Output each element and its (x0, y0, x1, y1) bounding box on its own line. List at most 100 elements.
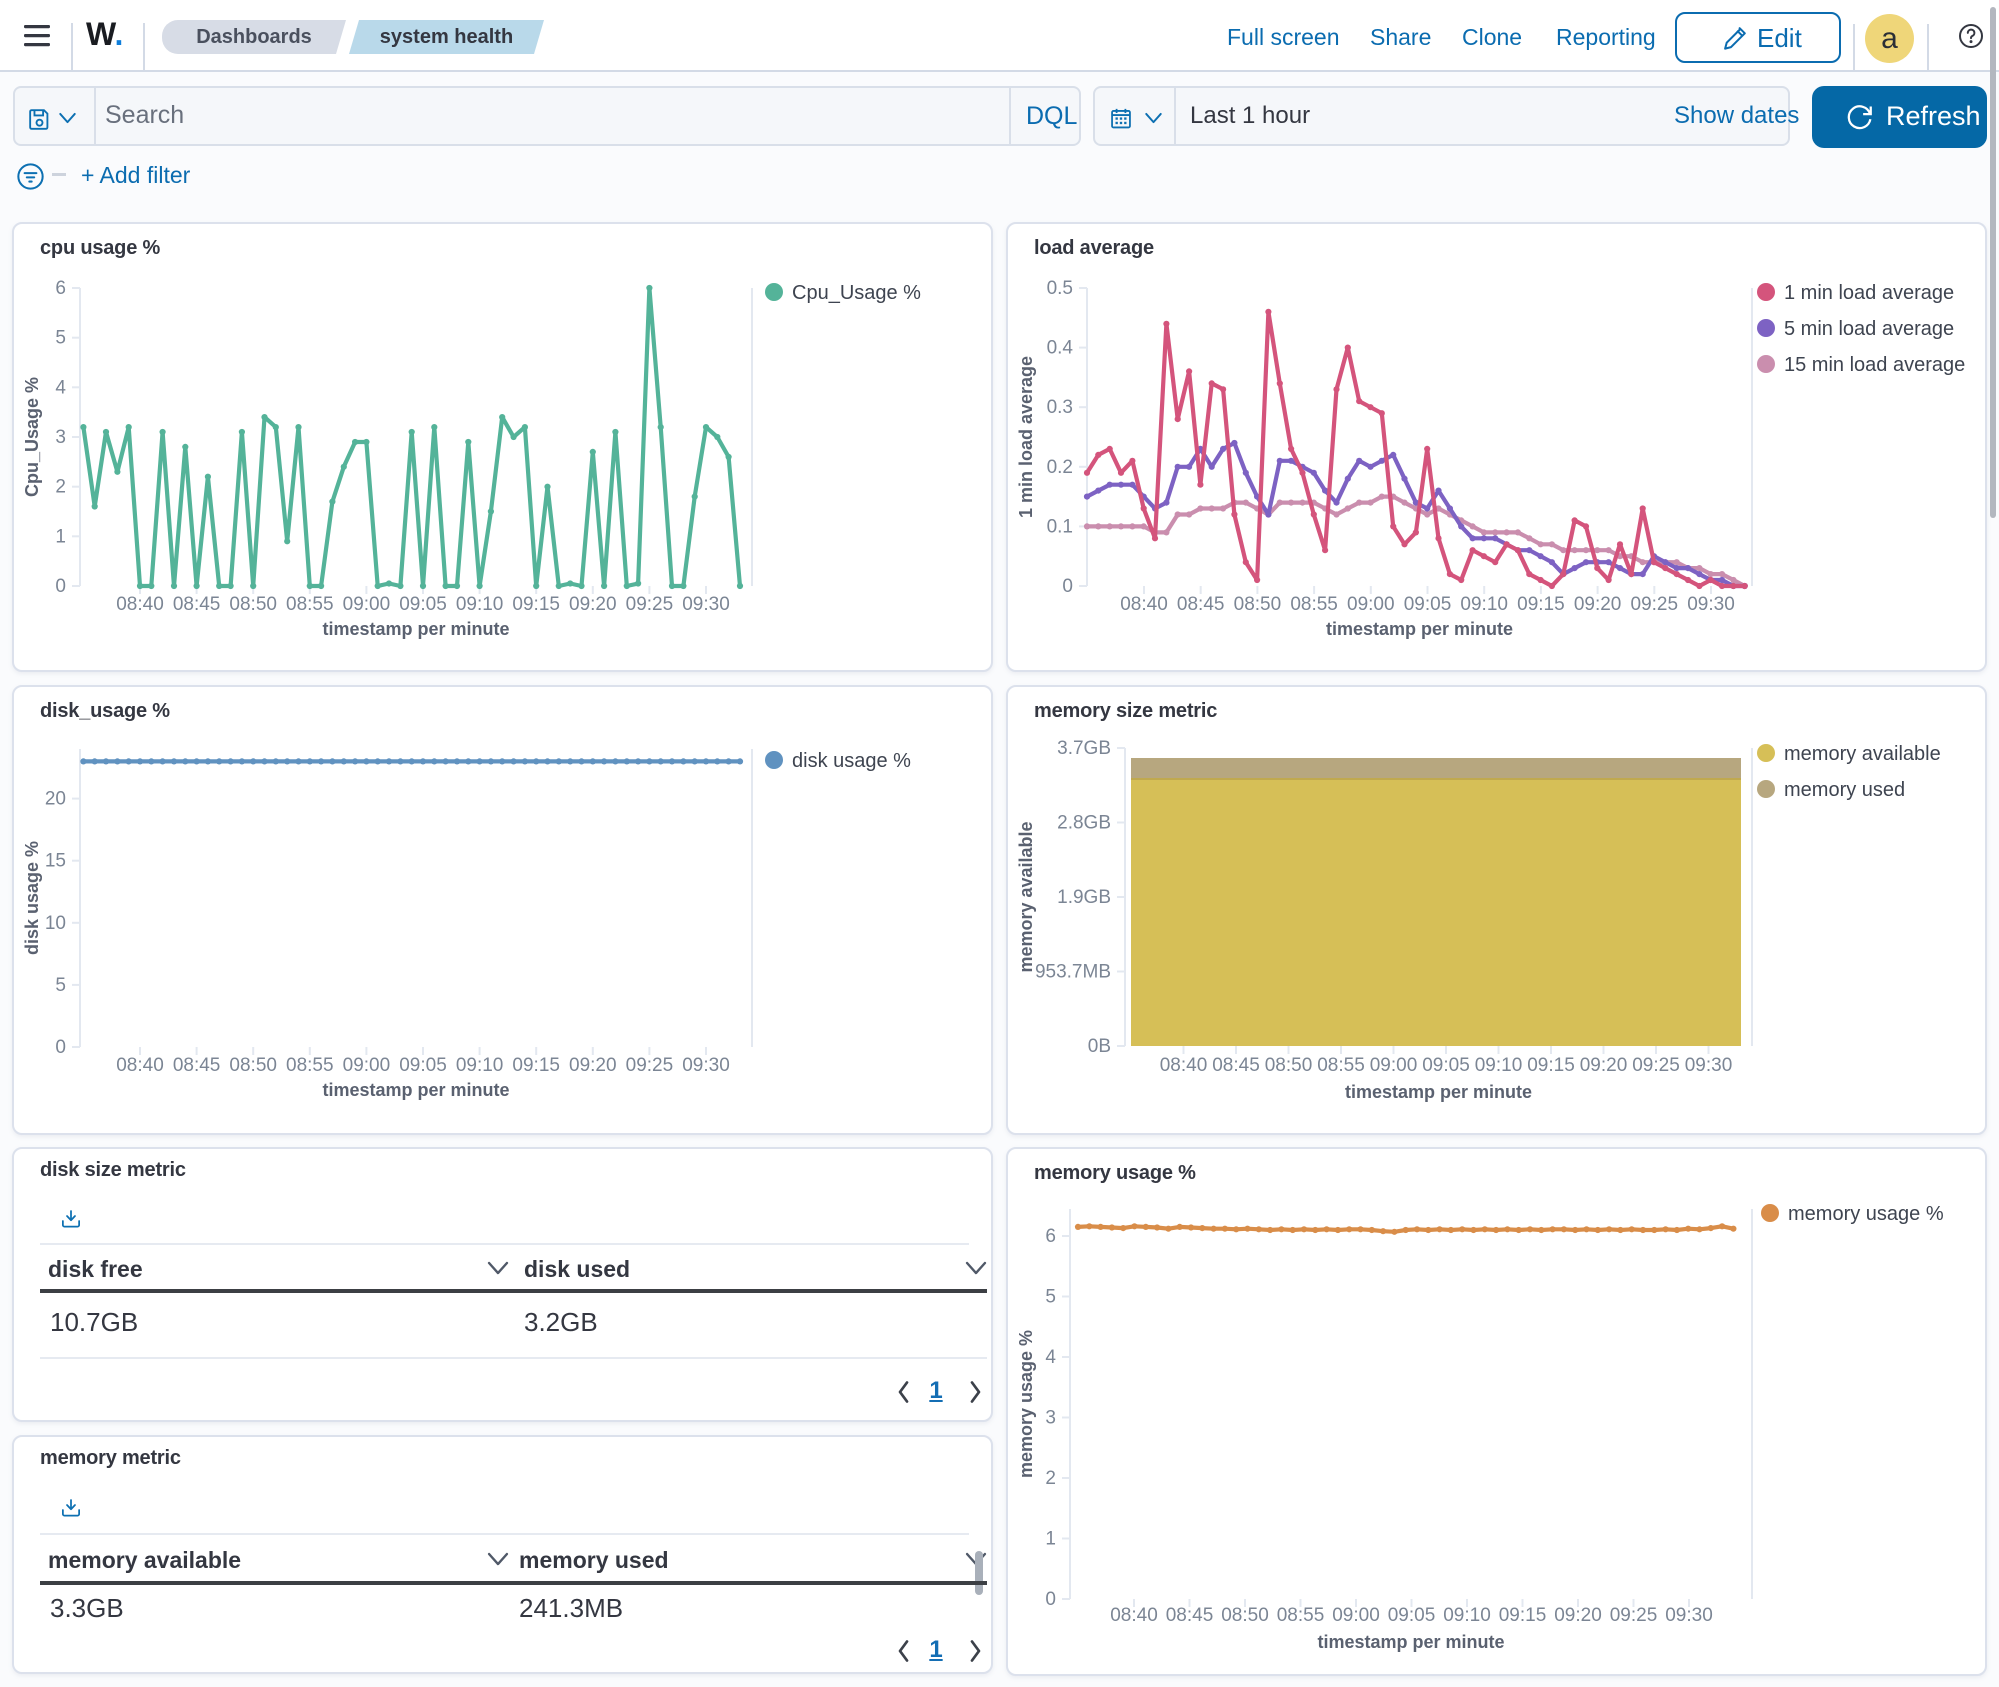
svg-text:09:20: 09:20 (569, 1055, 617, 1076)
svg-text:2.8GB: 2.8GB (1057, 813, 1111, 834)
svg-text:5: 5 (55, 328, 66, 349)
svg-text:08:40: 08:40 (1110, 1605, 1158, 1626)
svg-text:09:15: 09:15 (512, 1055, 560, 1076)
svg-text:memory usage %: memory usage % (1788, 1203, 1944, 1225)
svg-text:08:45: 08:45 (173, 1055, 221, 1076)
svg-text:3: 3 (1045, 1408, 1056, 1429)
svg-text:memory used: memory used (1784, 779, 1905, 801)
svg-text:1.9GB: 1.9GB (1057, 887, 1111, 908)
svg-text:5: 5 (55, 975, 66, 996)
svg-text:08:55: 08:55 (286, 1055, 334, 1076)
svg-text:09:20: 09:20 (1554, 1605, 1602, 1626)
svg-text:1 min load average: 1 min load average (1016, 356, 1036, 518)
svg-text:5: 5 (1045, 1287, 1056, 1308)
svg-text:0.3: 0.3 (1047, 397, 1073, 418)
svg-text:09:10: 09:10 (1443, 1605, 1491, 1626)
svg-text:09:05: 09:05 (1422, 1055, 1470, 1076)
svg-text:09:00: 09:00 (1370, 1055, 1418, 1076)
svg-text:09:25: 09:25 (1610, 1605, 1658, 1626)
svg-text:09:30: 09:30 (1687, 594, 1735, 615)
svg-text:09:15: 09:15 (1527, 1055, 1575, 1076)
svg-text:09:20: 09:20 (569, 594, 617, 615)
svg-text:09:05: 09:05 (399, 1055, 447, 1076)
svg-text:2: 2 (1045, 1468, 1056, 1489)
svg-text:0.4: 0.4 (1047, 338, 1074, 359)
svg-text:09:05: 09:05 (1388, 1605, 1436, 1626)
svg-text:08:50: 08:50 (229, 594, 277, 615)
svg-text:memory available: memory available (1016, 821, 1036, 972)
svg-text:timestamp per minute: timestamp per minute (1317, 1632, 1504, 1652)
svg-text:953.7MB: 953.7MB (1035, 962, 1111, 983)
svg-text:0.5: 0.5 (1047, 278, 1073, 299)
svg-text:20: 20 (45, 789, 66, 810)
svg-text:2: 2 (55, 477, 66, 498)
svg-text:09:00: 09:00 (1347, 594, 1395, 615)
svg-text:09:05: 09:05 (399, 594, 447, 615)
svg-text:09:25: 09:25 (1632, 1055, 1680, 1076)
svg-text:08:55: 08:55 (1277, 1605, 1325, 1626)
svg-text:0B: 0B (1088, 1036, 1111, 1057)
svg-text:0: 0 (55, 576, 66, 597)
svg-text:memory available: memory available (1784, 743, 1941, 765)
svg-text:6: 6 (55, 278, 66, 299)
svg-text:0.1: 0.1 (1047, 516, 1073, 537)
svg-text:09:00: 09:00 (1332, 1605, 1380, 1626)
svg-text:3.7GB: 3.7GB (1057, 738, 1111, 759)
svg-text:09:30: 09:30 (1665, 1605, 1713, 1626)
svg-text:1 min load average: 1 min load average (1784, 282, 1954, 304)
svg-text:09:30: 09:30 (682, 1055, 730, 1076)
svg-text:5 min load average: 5 min load average (1784, 318, 1954, 340)
svg-text:4: 4 (55, 377, 66, 398)
svg-text:09:25: 09:25 (1631, 594, 1679, 615)
svg-text:0: 0 (1045, 1589, 1056, 1610)
svg-text:08:45: 08:45 (173, 594, 221, 615)
svg-text:disk usage %: disk usage % (792, 750, 911, 772)
svg-text:09:20: 09:20 (1574, 594, 1622, 615)
svg-text:Cpu_Usage %: Cpu_Usage % (792, 282, 921, 304)
svg-text:08:55: 08:55 (1317, 1055, 1365, 1076)
svg-text:timestamp per minute: timestamp per minute (1345, 1082, 1532, 1102)
svg-text:09:10: 09:10 (456, 1055, 504, 1076)
svg-text:0: 0 (1062, 576, 1073, 597)
svg-text:08:45: 08:45 (1166, 1605, 1214, 1626)
svg-text:09:15: 09:15 (1499, 1605, 1547, 1626)
svg-text:08:55: 08:55 (286, 594, 334, 615)
svg-text:4: 4 (1045, 1347, 1056, 1368)
svg-text:1: 1 (1045, 1529, 1056, 1550)
svg-text:08:40: 08:40 (1120, 594, 1168, 615)
svg-text:09:15: 09:15 (512, 594, 560, 615)
svg-text:08:40: 08:40 (116, 1055, 164, 1076)
svg-text:09:10: 09:10 (456, 594, 504, 615)
svg-text:09:25: 09:25 (626, 1055, 674, 1076)
svg-text:08:40: 08:40 (1160, 1055, 1208, 1076)
svg-text:6: 6 (1045, 1226, 1056, 1247)
svg-text:08:40: 08:40 (116, 594, 164, 615)
svg-text:10: 10 (45, 913, 66, 934)
svg-text:08:45: 08:45 (1177, 594, 1225, 615)
svg-text:timestamp per minute: timestamp per minute (322, 1080, 509, 1100)
svg-text:timestamp per minute: timestamp per minute (1326, 619, 1513, 639)
svg-text:08:50: 08:50 (1221, 1605, 1269, 1626)
svg-text:memory usage %: memory usage % (1016, 1330, 1036, 1478)
svg-text:08:45: 08:45 (1212, 1055, 1260, 1076)
svg-text:09:20: 09:20 (1580, 1055, 1628, 1076)
svg-text:0: 0 (55, 1037, 66, 1058)
svg-text:09:25: 09:25 (626, 594, 674, 615)
svg-text:08:55: 08:55 (1290, 594, 1338, 615)
svg-text:09:15: 09:15 (1517, 594, 1565, 615)
svg-text:09:30: 09:30 (1685, 1055, 1733, 1076)
svg-text:09:05: 09:05 (1404, 594, 1452, 615)
svg-text:09:00: 09:00 (343, 594, 391, 615)
svg-text:09:30: 09:30 (682, 594, 730, 615)
svg-text:09:10: 09:10 (1460, 594, 1508, 615)
svg-text:3: 3 (55, 427, 66, 448)
svg-text:08:50: 08:50 (229, 1055, 277, 1076)
svg-text:1: 1 (55, 526, 66, 547)
svg-text:Cpu_Usage %: Cpu_Usage % (22, 377, 42, 497)
svg-text:0.2: 0.2 (1047, 457, 1073, 478)
svg-text:09:10: 09:10 (1475, 1055, 1523, 1076)
svg-text:15: 15 (45, 851, 66, 872)
svg-text:timestamp per minute: timestamp per minute (322, 619, 509, 639)
svg-text:08:50: 08:50 (1265, 1055, 1313, 1076)
svg-text:09:00: 09:00 (343, 1055, 391, 1076)
